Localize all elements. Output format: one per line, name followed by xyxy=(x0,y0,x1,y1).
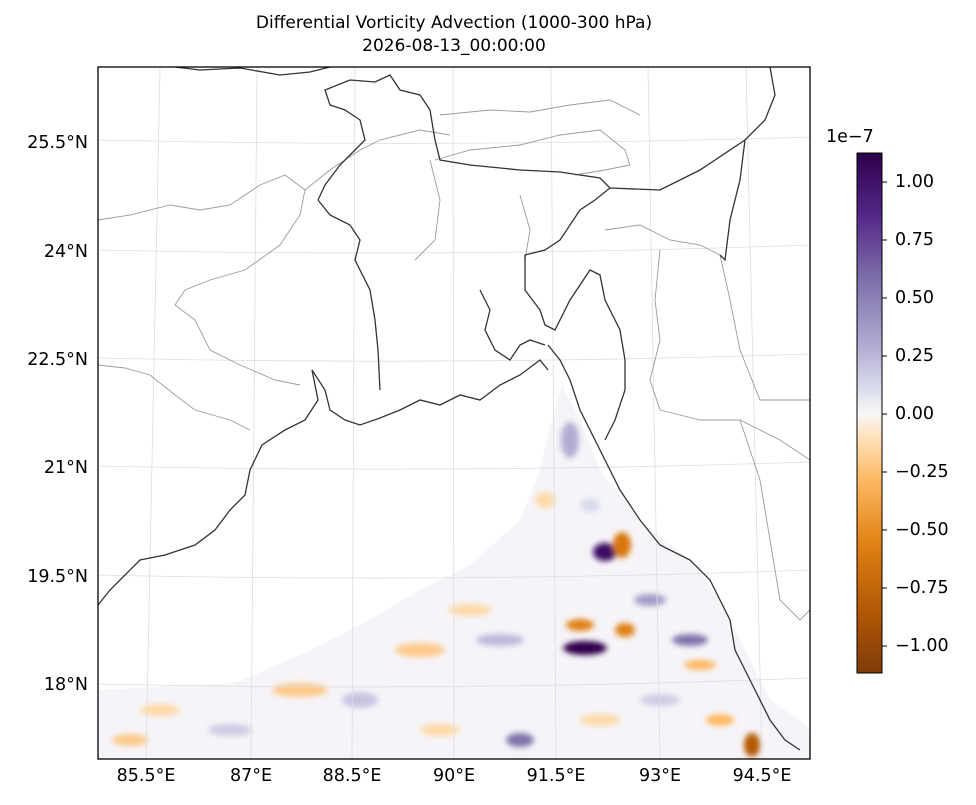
vorticity-field xyxy=(98,385,810,759)
map-subtitle: 2026-08-13_00:00:00 xyxy=(362,36,546,56)
graticule xyxy=(98,67,810,759)
lat-tick-label: 21°N xyxy=(43,458,88,478)
colorbar-label: −0.50 xyxy=(895,520,949,540)
colorbar-label: 0.25 xyxy=(895,346,934,366)
lon-tick-label: 85.5°E xyxy=(116,766,176,786)
colorbar-ticks xyxy=(882,181,887,647)
colorbar-label: −1.00 xyxy=(895,636,949,656)
colorbar-label: 0.00 xyxy=(895,404,934,424)
map-area xyxy=(98,67,810,759)
lat-tick-label: 19.5°N xyxy=(27,567,88,587)
colorbar-label: 1.00 xyxy=(895,172,934,192)
plot-frame xyxy=(97,66,811,760)
lat-tick-label: 22.5°N xyxy=(27,350,88,370)
colorbar-label: 0.50 xyxy=(895,288,934,308)
lon-tick-label: 94.5°E xyxy=(732,766,792,786)
lon-tick-label: 87°E xyxy=(229,766,273,786)
colorbar-label: 0.75 xyxy=(895,230,934,250)
lon-tick-label: 88.5°E xyxy=(322,766,382,786)
lon-tick-label: 90°E xyxy=(432,766,476,786)
state-boundaries xyxy=(98,99,810,621)
colorbar-label: −0.25 xyxy=(895,462,949,482)
lat-tick-label: 24°N xyxy=(43,242,88,262)
lat-tick-label: 25.5°N xyxy=(27,133,88,153)
coastline-and-borders xyxy=(98,67,801,751)
colorbar-label: −0.75 xyxy=(895,578,949,598)
colorbar-multiplier: 1e−7 xyxy=(826,127,874,147)
map-title: Differential Vorticity Advection (1000-3… xyxy=(255,13,653,33)
lat-tick-label: 18°N xyxy=(43,675,88,695)
colorbar xyxy=(856,152,883,674)
lon-tick-label: 93°E xyxy=(638,766,682,786)
lon-tick-label: 91.5°E xyxy=(526,766,586,786)
